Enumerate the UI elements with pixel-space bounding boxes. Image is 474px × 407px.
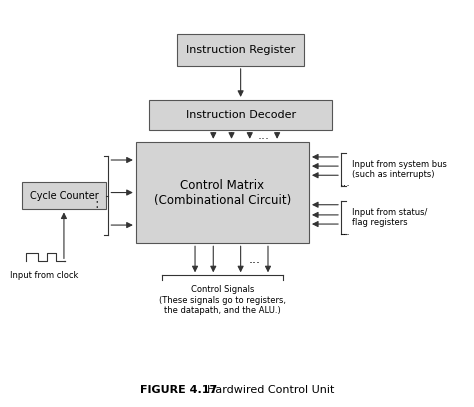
Text: Control Matrix
(Combinational Circuit): Control Matrix (Combinational Circuit) xyxy=(154,179,291,206)
Text: Instruction Register: Instruction Register xyxy=(186,45,295,55)
Text: Hardwired Control Unit: Hardwired Control Unit xyxy=(193,385,334,395)
FancyBboxPatch shape xyxy=(136,142,309,243)
Text: Control Signals
(These signals go to registers,
the datapath, and the ALU.): Control Signals (These signals go to reg… xyxy=(159,285,286,315)
Text: FIGURE 4.17: FIGURE 4.17 xyxy=(140,385,218,395)
Text: ...: ... xyxy=(257,129,269,142)
FancyBboxPatch shape xyxy=(149,100,332,130)
Text: Cycle Counter: Cycle Counter xyxy=(29,190,98,201)
Text: ...: ... xyxy=(340,178,351,188)
Text: Input from clock: Input from clock xyxy=(10,271,79,280)
Text: ...: ... xyxy=(248,253,260,266)
Text: Input from status/
flag registers: Input from status/ flag registers xyxy=(352,208,428,227)
FancyBboxPatch shape xyxy=(22,182,106,210)
Text: Instruction Decoder: Instruction Decoder xyxy=(186,110,296,120)
FancyBboxPatch shape xyxy=(177,34,304,66)
Text: ...: ... xyxy=(340,227,351,237)
Text: Input from system bus
(such as interrupts): Input from system bus (such as interrupt… xyxy=(352,160,447,179)
Text: :: : xyxy=(95,197,100,212)
